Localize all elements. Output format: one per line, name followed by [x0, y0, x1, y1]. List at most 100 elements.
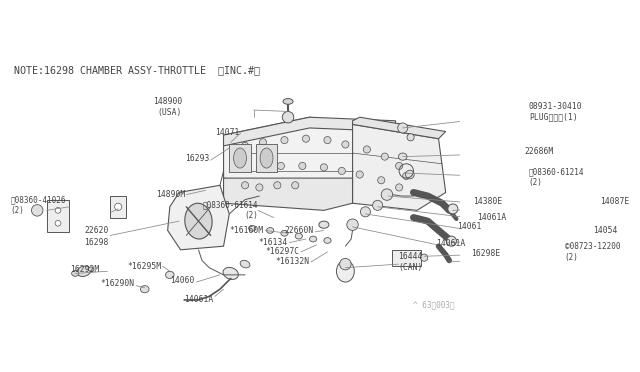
Bar [256, 144, 277, 171]
Circle shape [372, 201, 383, 210]
Circle shape [281, 137, 288, 144]
Bar [392, 250, 420, 266]
Ellipse shape [88, 267, 94, 271]
Polygon shape [353, 117, 445, 139]
Circle shape [407, 134, 414, 141]
Polygon shape [223, 117, 396, 146]
Ellipse shape [248, 225, 256, 231]
Circle shape [302, 135, 310, 142]
Text: NOTE:16298 CHAMBER ASSY-THROTTLE  〈INC.#〉: NOTE:16298 CHAMBER ASSY-THROTTLE 〈INC.#〉 [14, 65, 260, 76]
Circle shape [448, 204, 458, 214]
Ellipse shape [281, 230, 288, 236]
Polygon shape [353, 124, 445, 210]
Text: *16297C: *16297C [266, 247, 300, 256]
Text: 14060: 14060 [170, 276, 195, 285]
Circle shape [277, 162, 284, 170]
Circle shape [406, 170, 414, 179]
Text: *16295M: *16295M [127, 262, 161, 271]
Text: 14380E: 14380E [473, 197, 502, 206]
Text: 14890M: 14890M [156, 190, 185, 199]
Circle shape [381, 153, 388, 160]
Ellipse shape [185, 203, 212, 239]
Ellipse shape [240, 260, 250, 268]
Polygon shape [223, 117, 360, 192]
Circle shape [396, 162, 403, 170]
Text: 08931-30410
PLUGプラグ(1): 08931-30410 PLUGプラグ(1) [529, 102, 582, 121]
Circle shape [55, 208, 61, 213]
Circle shape [282, 112, 294, 123]
Circle shape [347, 219, 358, 230]
Ellipse shape [140, 286, 149, 293]
Ellipse shape [266, 228, 274, 233]
Ellipse shape [337, 260, 355, 282]
Text: Ⓝ08360-41026
(2): Ⓝ08360-41026 (2) [11, 196, 66, 215]
Text: 14061A: 14061A [436, 239, 465, 248]
Circle shape [364, 146, 371, 153]
Text: *16132N: *16132N [275, 257, 310, 266]
Ellipse shape [77, 266, 91, 276]
Text: 14087E: 14087E [600, 197, 630, 206]
Text: *16160M: *16160M [230, 226, 264, 235]
Ellipse shape [310, 236, 317, 242]
Polygon shape [223, 178, 353, 210]
Circle shape [241, 164, 248, 171]
Circle shape [55, 220, 61, 226]
Circle shape [292, 182, 299, 189]
Circle shape [241, 142, 248, 150]
Bar [110, 196, 126, 218]
Ellipse shape [260, 148, 273, 168]
Text: Ⓝ08360-61214
(2): Ⓝ08360-61214 (2) [529, 168, 584, 187]
Circle shape [241, 182, 248, 189]
Ellipse shape [223, 267, 238, 279]
Circle shape [31, 205, 43, 216]
Circle shape [338, 167, 346, 174]
Ellipse shape [283, 99, 293, 104]
Circle shape [259, 139, 266, 146]
Circle shape [360, 207, 371, 217]
Text: ©08723-12200
(2): ©08723-12200 (2) [564, 242, 620, 262]
Circle shape [378, 177, 385, 184]
Bar [47, 200, 70, 232]
Text: 16444
(CAN): 16444 (CAN) [399, 252, 423, 272]
Text: 14061A: 14061A [477, 213, 506, 222]
Circle shape [299, 162, 306, 170]
Circle shape [256, 184, 263, 191]
Circle shape [397, 123, 408, 133]
Circle shape [274, 182, 281, 189]
Text: Ⓝ08360-61614
(2): Ⓝ08360-61614 (2) [202, 201, 258, 220]
Ellipse shape [319, 221, 329, 228]
Text: 14061A: 14061A [184, 295, 214, 304]
Circle shape [396, 184, 403, 191]
Circle shape [403, 172, 410, 180]
Text: ^ 63：003．: ^ 63：003． [413, 300, 454, 309]
Circle shape [342, 141, 349, 148]
Text: 14061: 14061 [457, 222, 481, 231]
Text: 14054: 14054 [593, 226, 618, 235]
Text: 16292M: 16292M [70, 264, 99, 274]
Circle shape [420, 254, 428, 261]
Polygon shape [168, 185, 229, 250]
Circle shape [381, 189, 393, 201]
Text: 22620: 22620 [84, 226, 109, 235]
Text: 16293: 16293 [185, 154, 209, 163]
Ellipse shape [166, 271, 174, 279]
Ellipse shape [324, 238, 331, 243]
Circle shape [320, 164, 328, 171]
Circle shape [447, 236, 456, 246]
Text: 14071: 14071 [215, 128, 239, 138]
Circle shape [259, 164, 266, 171]
Ellipse shape [234, 148, 246, 168]
Circle shape [340, 259, 351, 270]
Text: *16134: *16134 [259, 238, 288, 247]
Text: 22660N: 22660N [285, 226, 314, 235]
Ellipse shape [399, 153, 407, 160]
Ellipse shape [72, 270, 79, 276]
Circle shape [324, 137, 331, 144]
Text: 16298: 16298 [84, 238, 109, 247]
Text: 22686M: 22686M [525, 147, 554, 156]
Bar [229, 144, 251, 171]
Ellipse shape [295, 233, 302, 239]
Circle shape [356, 171, 364, 178]
Text: 16298E: 16298E [472, 249, 500, 258]
Circle shape [115, 203, 122, 210]
